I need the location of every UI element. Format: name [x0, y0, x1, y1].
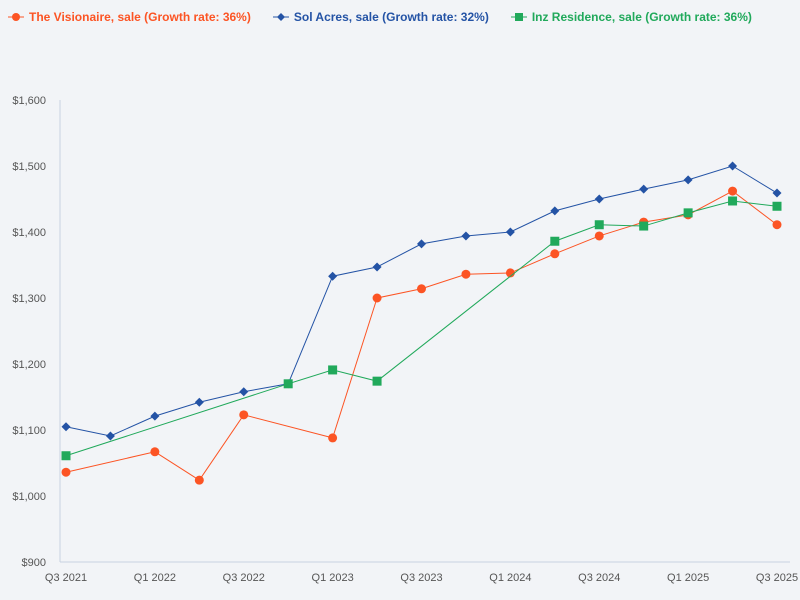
- legend-item-sol-acres[interactable]: Sol Acres, sale (Growth rate: 32%): [272, 10, 489, 24]
- data-point: [683, 208, 693, 218]
- data-point: [461, 231, 471, 241]
- data-point: [61, 467, 71, 477]
- data-point: [772, 220, 782, 230]
- data-point: [728, 186, 738, 196]
- data-point: [105, 431, 115, 441]
- data-point: [728, 161, 738, 171]
- data-point: [194, 397, 204, 407]
- data-point: [417, 284, 426, 294]
- data-point: [594, 220, 604, 230]
- series-line-1: [65, 165, 778, 437]
- data-point: [550, 249, 560, 259]
- y-tick-label: $1,500: [12, 161, 46, 173]
- data-point: [683, 175, 693, 185]
- x-tick-label: Q3 2021: [45, 572, 87, 584]
- data-point: [550, 236, 560, 246]
- data-point: [328, 271, 338, 281]
- x-tick-label: Q1 2025: [667, 572, 709, 584]
- legend: The Visionaire, sale (Growth rate: 36%) …: [8, 10, 752, 24]
- x-tick-label: Q3 2023: [400, 572, 442, 584]
- data-point: [372, 376, 382, 386]
- y-tick-label: $1,400: [12, 227, 46, 239]
- data-point: [239, 387, 249, 397]
- x-tick-label: Q1 2024: [489, 572, 531, 584]
- data-point: [194, 475, 204, 485]
- y-tick-label: $1,600: [12, 95, 46, 107]
- data-point: [150, 411, 160, 421]
- legend-label: Inz Residence, sale (Growth rate: 36%): [531, 10, 752, 24]
- y-tick-label: $900: [22, 557, 46, 569]
- square-marker-icon: [510, 13, 527, 21]
- data-point: [550, 206, 560, 216]
- data-point: [772, 188, 782, 198]
- series-line-2: [65, 200, 778, 457]
- data-point: [239, 410, 249, 420]
- data-point: [461, 269, 471, 279]
- y-tick-label: $1,300: [12, 293, 46, 305]
- data-point: [505, 227, 515, 237]
- circle-marker-icon: [8, 13, 24, 21]
- data-point: [372, 262, 382, 272]
- data-point: [594, 194, 604, 204]
- data-point: [372, 293, 382, 303]
- diamond-marker-icon: [272, 13, 289, 21]
- data-point: [61, 422, 71, 432]
- data-point: [328, 365, 338, 375]
- x-tick-label: Q3 2024: [578, 572, 620, 584]
- x-tick-label: Q3 2025: [756, 572, 798, 584]
- y-tick-label: $1,000: [12, 491, 46, 503]
- data-point: [728, 196, 738, 206]
- data-point: [505, 268, 515, 278]
- legend-label: Sol Acres, sale (Growth rate: 32%): [293, 10, 489, 24]
- data-point: [639, 184, 649, 194]
- legend-item-inz-residence[interactable]: Inz Residence, sale (Growth rate: 36%): [510, 10, 752, 24]
- data-point: [283, 379, 293, 389]
- data-point: [417, 239, 426, 249]
- x-tick-label: Q1 2022: [134, 572, 176, 584]
- legend-item-visionaire[interactable]: The Visionaire, sale (Growth rate: 36%): [8, 10, 251, 24]
- y-tick-label: $1,100: [12, 425, 46, 437]
- x-tick-label: Q1 2023: [312, 572, 354, 584]
- data-point: [328, 433, 338, 443]
- data-point: [594, 231, 604, 241]
- data-point: [772, 201, 782, 211]
- series-line-0: [65, 190, 778, 481]
- data-point: [61, 451, 71, 461]
- data-point: [150, 447, 160, 457]
- legend-label: The Visionaire, sale (Growth rate: 36%): [29, 10, 251, 24]
- y-tick-label: $1,200: [12, 359, 46, 371]
- x-tick-label: Q3 2022: [223, 572, 265, 584]
- data-point: [639, 221, 649, 231]
